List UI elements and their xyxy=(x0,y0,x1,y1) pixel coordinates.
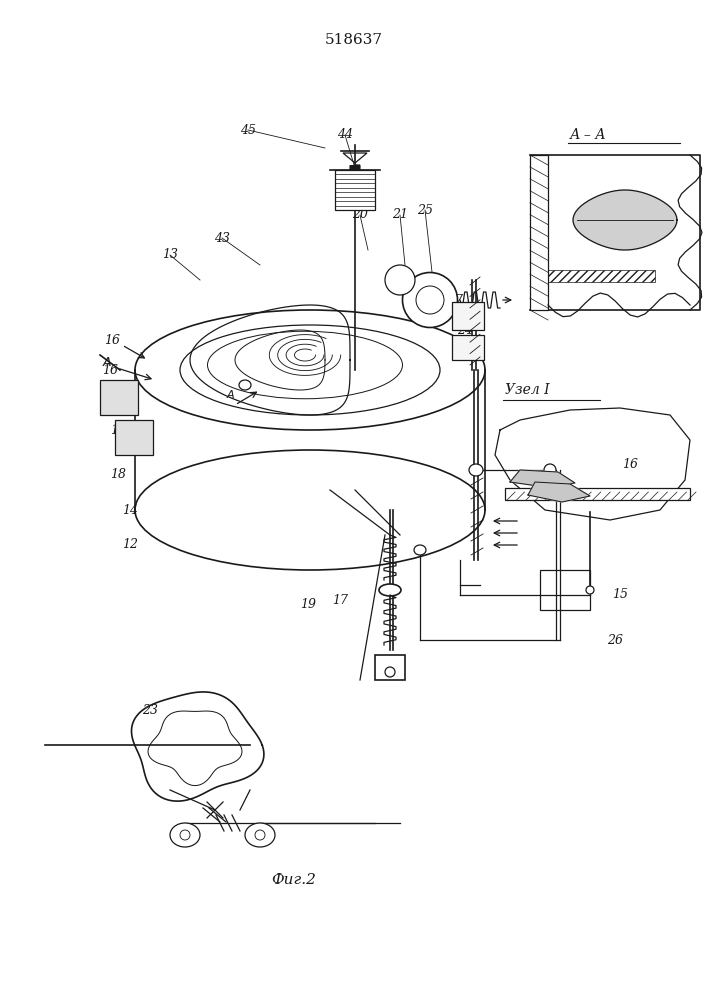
Text: Фиг.2: Фиг.2 xyxy=(271,873,316,887)
Text: 24: 24 xyxy=(457,324,473,336)
Text: 45: 45 xyxy=(240,123,256,136)
Text: 22: 22 xyxy=(457,349,473,361)
Polygon shape xyxy=(528,482,590,502)
Ellipse shape xyxy=(379,584,401,596)
Bar xyxy=(100,380,138,415)
Text: А – А: А – А xyxy=(570,128,607,142)
Text: 18: 18 xyxy=(110,468,126,482)
Polygon shape xyxy=(573,190,677,250)
Text: 27: 27 xyxy=(447,294,463,306)
Bar xyxy=(375,655,405,680)
Text: 16: 16 xyxy=(104,334,120,347)
Ellipse shape xyxy=(170,823,200,847)
Bar xyxy=(335,170,375,210)
Text: 17: 17 xyxy=(332,593,348,606)
Ellipse shape xyxy=(414,545,426,555)
Text: 25: 25 xyxy=(417,204,433,217)
Text: 26: 26 xyxy=(607,634,623,647)
Ellipse shape xyxy=(402,272,457,328)
Text: Узел I: Узел I xyxy=(505,383,549,397)
Ellipse shape xyxy=(245,823,275,847)
Text: 13: 13 xyxy=(162,248,178,261)
Ellipse shape xyxy=(544,464,556,476)
Text: 21: 21 xyxy=(392,209,408,222)
Bar xyxy=(452,335,484,360)
Ellipse shape xyxy=(586,586,594,594)
Polygon shape xyxy=(510,470,575,487)
Text: A: A xyxy=(103,357,111,369)
Text: 20: 20 xyxy=(352,209,368,222)
Text: 43: 43 xyxy=(214,232,230,244)
Bar xyxy=(505,488,690,500)
Bar xyxy=(135,420,485,510)
Text: 16: 16 xyxy=(102,363,118,376)
Ellipse shape xyxy=(385,667,395,677)
Ellipse shape xyxy=(385,265,415,295)
Bar xyxy=(452,302,484,330)
Text: 14: 14 xyxy=(122,504,138,516)
Ellipse shape xyxy=(469,464,483,476)
Text: 16: 16 xyxy=(622,458,638,472)
Text: 15: 15 xyxy=(612,588,628,601)
Text: 18: 18 xyxy=(110,424,126,436)
Text: 518637: 518637 xyxy=(325,33,382,47)
Text: 23: 23 xyxy=(142,704,158,716)
Ellipse shape xyxy=(239,380,251,390)
Text: 12: 12 xyxy=(122,538,138,552)
Bar xyxy=(548,270,655,282)
Text: 19: 19 xyxy=(300,598,316,611)
Bar xyxy=(530,155,548,310)
Text: I: I xyxy=(141,446,146,458)
Bar xyxy=(115,420,153,455)
Text: 44: 44 xyxy=(337,128,353,141)
Text: A: A xyxy=(226,390,234,400)
Bar xyxy=(540,570,590,610)
